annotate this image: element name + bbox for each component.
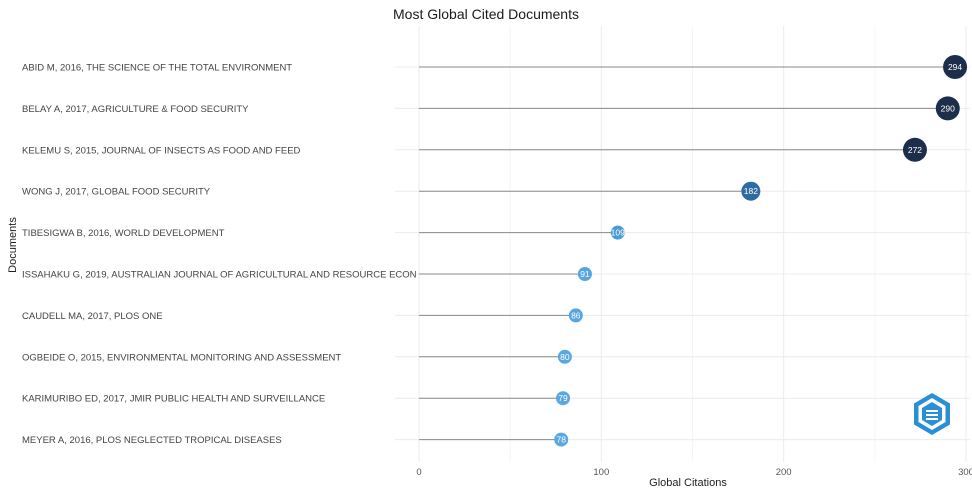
bibliometrix-logo-icon <box>914 393 950 435</box>
data-label: 182 <box>744 186 758 196</box>
y-axis-title: Documents <box>7 217 19 273</box>
document-label: KELEMU S, 2015, JOURNAL OF INSECTS AS FO… <box>22 145 301 156</box>
data-label: 91 <box>580 269 590 279</box>
data-point <box>943 55 968 79</box>
data-point <box>554 432 569 447</box>
data-point <box>610 225 625 240</box>
document-label: BELAY A, 2017, AGRICULTURE & FOOD SECURI… <box>22 104 249 115</box>
document-labels: ABID M, 2016, THE SCIENCE OF THE TOTAL E… <box>22 63 417 447</box>
data-label: 109 <box>611 228 625 238</box>
data-point <box>568 308 583 323</box>
grid <box>395 26 970 462</box>
data-label: 272 <box>908 145 922 155</box>
document-label: WONG J, 2017, GLOBAL FOOD SECURITY <box>22 187 211 198</box>
document-label: TIBESIGWA B, 2016, WORLD DEVELOPMENT <box>22 228 225 239</box>
x-tick-label: 300 <box>958 467 972 478</box>
x-axis-title: Global Citations <box>649 477 727 489</box>
data-label: 78 <box>556 435 566 445</box>
data-point <box>556 391 571 406</box>
data-point <box>741 181 761 201</box>
data-point <box>935 96 960 121</box>
x-tick-label: 100 <box>593 467 609 478</box>
x-axis-ticks: 0 100 200 300 <box>416 467 972 478</box>
data-point <box>557 349 572 364</box>
data-label: 79 <box>558 393 568 403</box>
x-tick-label: 200 <box>776 467 792 478</box>
data-label: 86 <box>571 310 581 320</box>
document-label: CAUDELL MA, 2017, PLOS ONE <box>22 311 163 322</box>
document-label: OGBEIDE O, 2015, ENVIRONMENTAL MONITORIN… <box>22 352 341 363</box>
data-label: 294 <box>948 62 962 72</box>
data-label: 80 <box>560 352 570 362</box>
document-label: MEYER A, 2016, PLOS NEGLECTED TROPICAL D… <box>22 435 282 446</box>
document-label: KARIMURIBO ED, 2017, JMIR PUBLIC HEALTH … <box>22 394 325 405</box>
data-point <box>902 137 927 162</box>
points: 294 290 272 182 109 91 86 80 79 78 <box>554 55 968 447</box>
chart-title: Most Global Cited Documents <box>393 6 579 22</box>
stems <box>419 66 956 441</box>
document-label: ISSAHAKU G, 2019, AUSTRALIAN JOURNAL OF … <box>22 270 417 281</box>
document-label: ABID M, 2016, THE SCIENCE OF THE TOTAL E… <box>22 63 292 74</box>
data-label: 290 <box>941 103 955 113</box>
x-tick-label: 0 <box>416 467 421 478</box>
data-point <box>577 267 592 281</box>
